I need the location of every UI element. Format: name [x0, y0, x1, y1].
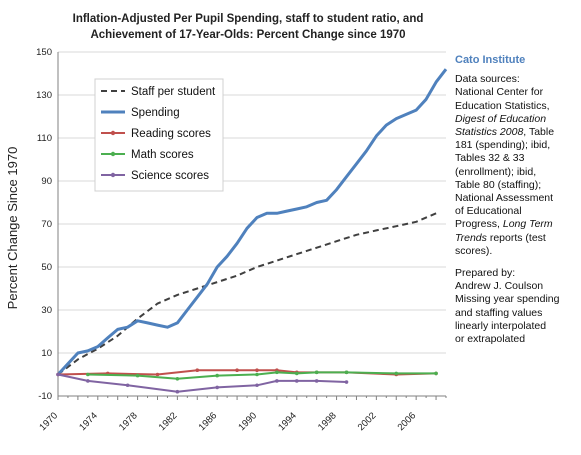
data-point — [175, 377, 180, 381]
y-tick-label: 110 — [37, 133, 52, 144]
series-line — [57, 212, 437, 376]
source-line: (enrollment); ibid, — [455, 165, 537, 178]
source-line: scores). — [455, 244, 493, 257]
data-point — [294, 379, 299, 383]
data-point — [294, 371, 299, 376]
source-line: Statistics 2008, Table — [455, 126, 555, 139]
series-line — [56, 68, 448, 376]
chart-title-line-2: Achievement of 17-Year-Olds: Percent Cha… — [90, 29, 405, 41]
prepared-label: Prepared by: — [455, 267, 516, 280]
y-tick-label: 10 — [41, 348, 52, 359]
source-line: Education Statistics, — [455, 99, 550, 112]
x-tick-label: 1970 — [37, 410, 60, 433]
x-tick-label: 1990 — [236, 410, 259, 433]
legend-marker — [110, 151, 116, 157]
y-tick-label: 70 — [41, 219, 52, 230]
source-line: Tables 32 & 33 — [455, 152, 525, 165]
x-tick-labels: 1970 1974 1978 1982 1986 1990 1994 1998 2002 2006 — [37, 410, 418, 433]
axes — [57, 52, 447, 400]
legend-marker — [110, 130, 116, 136]
x-tick-label: 1998 — [316, 410, 339, 433]
data-point — [344, 380, 349, 384]
data-point — [314, 379, 319, 383]
source-line: National Assessment — [455, 192, 554, 205]
y-tick-label: 150 — [36, 47, 52, 58]
source-line: Progress, Long Term — [455, 218, 553, 231]
author-name: Andrew J. Coulson — [455, 280, 544, 293]
series-line — [57, 373, 347, 393]
x-tick-label: 1982 — [157, 410, 180, 433]
x-tick-label: 1994 — [276, 410, 299, 433]
org-name: Cato Institute — [455, 54, 526, 66]
legend-box — [94, 78, 224, 192]
data-point — [86, 372, 90, 377]
legend-label: Math scores — [131, 149, 194, 161]
note-line: and staffing values — [455, 306, 543, 319]
source-line: Data sources: — [455, 73, 520, 86]
x-tick-label: 1986 — [197, 410, 220, 433]
x-tick-label: 1978 — [117, 410, 140, 433]
legend-label: Staff per student — [131, 86, 216, 98]
note-line: Missing year spending — [455, 293, 560, 306]
data-point — [135, 373, 140, 378]
chart-title-line-1: Inflation-Adjusted Per Pupil Spending, s… — [73, 13, 424, 25]
data-point — [235, 368, 239, 373]
data-point — [314, 370, 319, 375]
legend-label: Science scores — [131, 170, 209, 182]
data-point — [394, 371, 399, 376]
legend-label: Reading scores — [131, 128, 211, 140]
source-line: Table 80 (staffing); — [455, 178, 542, 191]
data-point — [434, 371, 438, 376]
y-tick-label: 90 — [41, 176, 52, 187]
source-line: Trends reports (test — [455, 231, 546, 244]
x-tick-label: 1974 — [77, 410, 100, 433]
legend-label: Spending — [131, 107, 180, 119]
source-line: 181 (spending); ibid, — [455, 139, 551, 152]
y-axis-label: Percent Change Since 1970 — [5, 147, 20, 310]
data-point — [275, 379, 279, 383]
data-point — [86, 379, 90, 383]
x-tick-label: 2006 — [396, 410, 419, 433]
data-point — [275, 370, 279, 375]
source-panel: Cato Institute Data sources: National Ce… — [455, 54, 579, 346]
x-tick-label: 2002 — [356, 410, 379, 433]
note-line: linearly interpolated — [455, 319, 547, 332]
y-tick-label: -10 — [38, 391, 52, 402]
y-tick-label: 30 — [41, 305, 52, 316]
data-point — [195, 368, 200, 373]
y-tick-labels: -10 10 30 50 70 90 110 130 150 — [36, 47, 52, 402]
source-line: National Center for — [455, 86, 544, 99]
legend-marker — [110, 172, 116, 178]
note-line: or extrapolated — [455, 333, 526, 346]
data-point — [175, 389, 180, 394]
data-point — [125, 383, 130, 388]
source-line: Digest of Education — [455, 112, 547, 125]
y-tick-label: 130 — [36, 90, 52, 101]
data-point — [215, 385, 219, 390]
legend: Staff per student Spending Reading scores M… — [94, 78, 224, 192]
series-lines — [56, 68, 448, 394]
source-line: of Educational — [455, 205, 522, 218]
data-point — [344, 370, 349, 375]
data-point — [255, 372, 259, 377]
data-point — [215, 373, 219, 378]
y-tick-label: 50 — [41, 262, 52, 273]
data-point — [56, 372, 60, 377]
data-point — [155, 372, 160, 377]
data-point — [255, 383, 259, 388]
data-point — [255, 368, 259, 373]
